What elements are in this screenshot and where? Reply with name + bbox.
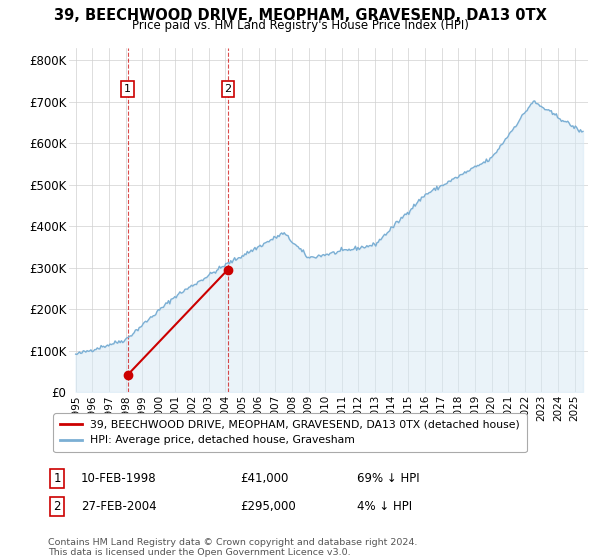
Text: 4% ↓ HPI: 4% ↓ HPI — [357, 500, 412, 514]
Text: 1: 1 — [124, 84, 131, 94]
Text: Price paid vs. HM Land Registry's House Price Index (HPI): Price paid vs. HM Land Registry's House … — [131, 19, 469, 32]
Text: 2: 2 — [53, 500, 61, 514]
Text: £41,000: £41,000 — [240, 472, 289, 486]
Text: 27-FEB-2004: 27-FEB-2004 — [81, 500, 157, 514]
Text: Contains HM Land Registry data © Crown copyright and database right 2024.
This d: Contains HM Land Registry data © Crown c… — [48, 538, 418, 557]
Text: £295,000: £295,000 — [240, 500, 296, 514]
Text: 39, BEECHWOOD DRIVE, MEOPHAM, GRAVESEND, DA13 0TX: 39, BEECHWOOD DRIVE, MEOPHAM, GRAVESEND,… — [53, 8, 547, 24]
Text: 1: 1 — [53, 472, 61, 486]
Text: 69% ↓ HPI: 69% ↓ HPI — [357, 472, 419, 486]
Text: 10-FEB-1998: 10-FEB-1998 — [81, 472, 157, 486]
Text: 2: 2 — [224, 84, 232, 94]
Legend: 39, BEECHWOOD DRIVE, MEOPHAM, GRAVESEND, DA13 0TX (detached house), HPI: Average: 39, BEECHWOOD DRIVE, MEOPHAM, GRAVESEND,… — [53, 413, 527, 452]
